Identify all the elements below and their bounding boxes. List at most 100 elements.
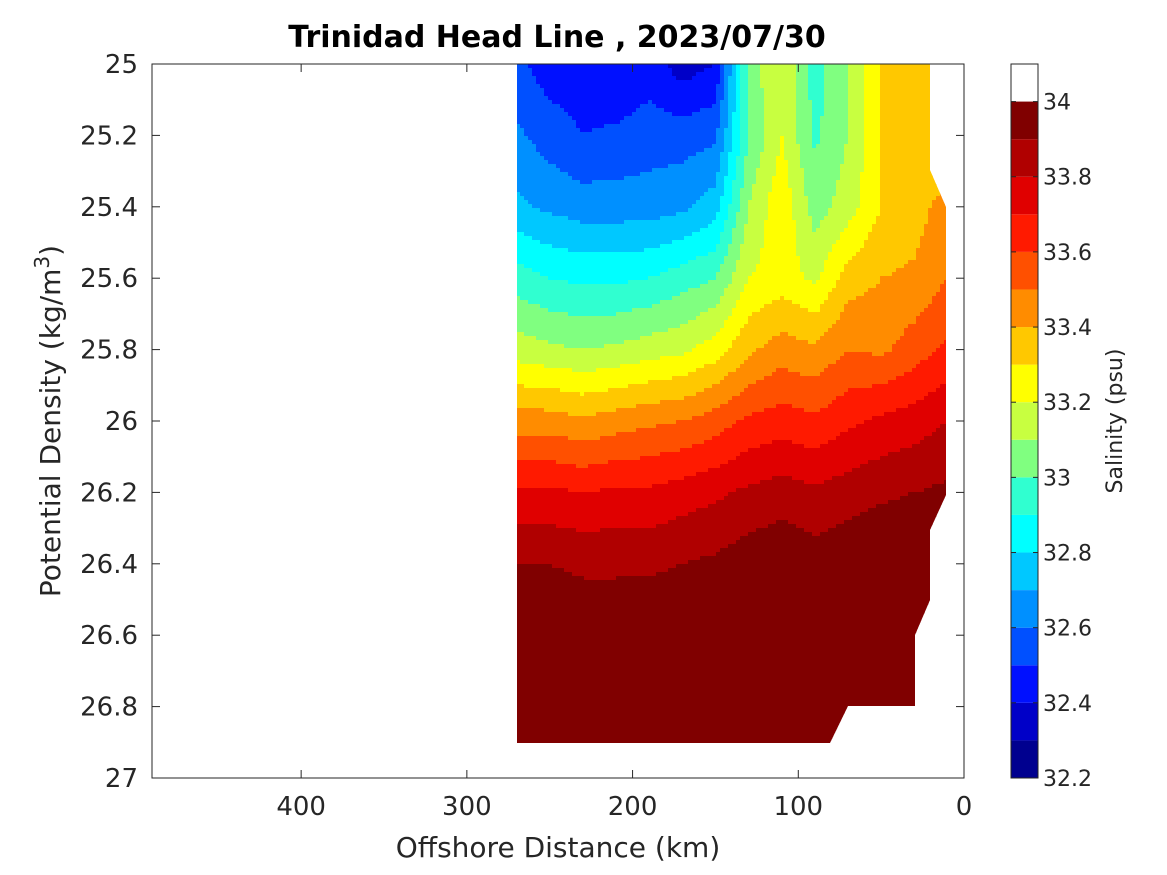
contour-cell bbox=[584, 172, 589, 177]
contour-cell bbox=[517, 128, 521, 133]
contour-cell bbox=[732, 140, 737, 145]
contour-cell bbox=[632, 72, 637, 77]
contour-cell bbox=[964, 236, 969, 241]
contour-cell bbox=[596, 204, 601, 209]
contour-cell bbox=[688, 124, 693, 129]
contour-cell bbox=[864, 224, 869, 229]
contour-cell bbox=[564, 144, 569, 149]
contour-cell bbox=[600, 68, 605, 73]
contour-cell bbox=[656, 196, 661, 201]
contour-cell bbox=[520, 96, 525, 101]
contour-cell bbox=[660, 220, 665, 225]
contour-cell bbox=[620, 232, 625, 237]
contour-cell bbox=[680, 172, 685, 177]
contour-cell bbox=[880, 92, 885, 97]
contour-cell bbox=[676, 120, 681, 125]
contour-cell bbox=[652, 72, 657, 77]
contour-cell bbox=[636, 224, 641, 229]
contour-cell bbox=[720, 128, 725, 133]
contour-cell bbox=[804, 212, 809, 217]
contour-cell bbox=[800, 156, 805, 161]
contour-cell bbox=[788, 76, 793, 81]
contour-cell bbox=[900, 160, 905, 165]
contour-cell bbox=[872, 64, 877, 69]
contour-cell bbox=[784, 152, 789, 157]
contour-cell bbox=[916, 92, 921, 97]
contour-cell bbox=[520, 128, 525, 133]
contour-cell bbox=[932, 212, 937, 217]
contour-cell bbox=[856, 224, 861, 229]
contour-cell bbox=[788, 204, 793, 209]
contour-cell bbox=[736, 196, 741, 201]
contour-cell bbox=[560, 176, 565, 181]
contour-cell bbox=[720, 220, 725, 225]
contour-cell bbox=[776, 152, 781, 157]
contour-cell bbox=[696, 64, 701, 69]
contour-cell bbox=[856, 232, 861, 237]
contour-cell bbox=[676, 124, 681, 129]
contour-cell bbox=[548, 148, 553, 153]
contour-cell bbox=[608, 216, 613, 221]
contour-cell bbox=[588, 148, 593, 153]
contour-cell bbox=[564, 184, 569, 189]
contour-cell bbox=[576, 232, 581, 237]
contour-cell bbox=[908, 160, 913, 165]
contour-cell bbox=[528, 196, 533, 201]
contour-cell bbox=[796, 80, 801, 85]
contour-cell bbox=[704, 72, 709, 77]
contour-cell bbox=[524, 192, 529, 197]
contour-cell bbox=[936, 200, 941, 205]
contour-cell bbox=[644, 104, 649, 109]
contour-cell bbox=[568, 196, 573, 201]
contour-cell bbox=[556, 132, 561, 137]
contour-cell bbox=[832, 136, 837, 141]
contour-cell bbox=[728, 168, 733, 173]
contour-cell bbox=[708, 128, 713, 133]
contour-cell bbox=[544, 68, 549, 73]
contour-cell bbox=[892, 204, 897, 209]
contour-cell bbox=[612, 144, 617, 149]
contour-cell bbox=[920, 232, 925, 237]
contour-cell bbox=[964, 216, 969, 221]
contour-cell bbox=[648, 104, 653, 109]
contour-cell bbox=[632, 100, 637, 105]
contour-cell bbox=[864, 164, 869, 169]
contour-cell bbox=[584, 88, 589, 93]
contour-cell bbox=[544, 128, 549, 133]
contour-cell bbox=[632, 192, 637, 197]
contour-cell bbox=[712, 188, 717, 193]
contour-cell bbox=[636, 212, 641, 217]
contour-cell bbox=[928, 184, 933, 189]
contour-cell bbox=[672, 128, 677, 133]
contour-cell bbox=[764, 216, 769, 221]
contour-cell bbox=[840, 132, 845, 137]
contour-cell bbox=[592, 176, 597, 181]
contour-cell bbox=[664, 156, 669, 161]
contour-cell bbox=[744, 92, 749, 97]
contour-cell bbox=[532, 196, 537, 201]
contour-cell bbox=[588, 184, 593, 189]
contour-cell bbox=[884, 168, 889, 173]
contour-cell bbox=[792, 232, 797, 237]
contour-cell bbox=[760, 68, 765, 73]
contour-cell bbox=[836, 80, 841, 85]
contour-cell bbox=[548, 112, 553, 117]
contour-cell bbox=[884, 84, 889, 89]
contour-cell bbox=[568, 124, 573, 129]
contour-cell bbox=[636, 112, 641, 117]
contour-cell bbox=[856, 208, 861, 213]
contour-cell bbox=[804, 232, 809, 237]
contour-cell bbox=[888, 236, 893, 241]
contour-cell bbox=[656, 64, 661, 69]
contour-cell bbox=[900, 80, 905, 85]
contour-cell bbox=[556, 160, 561, 165]
contour-cell bbox=[648, 172, 653, 177]
contour-cell bbox=[520, 216, 525, 221]
contour-cell bbox=[640, 232, 645, 237]
contour-cell bbox=[568, 192, 573, 197]
contour-cell bbox=[692, 164, 697, 169]
contour-cell bbox=[540, 104, 545, 109]
contour-cell bbox=[852, 144, 857, 149]
contour-cell bbox=[716, 220, 721, 225]
contour-cell bbox=[640, 72, 645, 77]
